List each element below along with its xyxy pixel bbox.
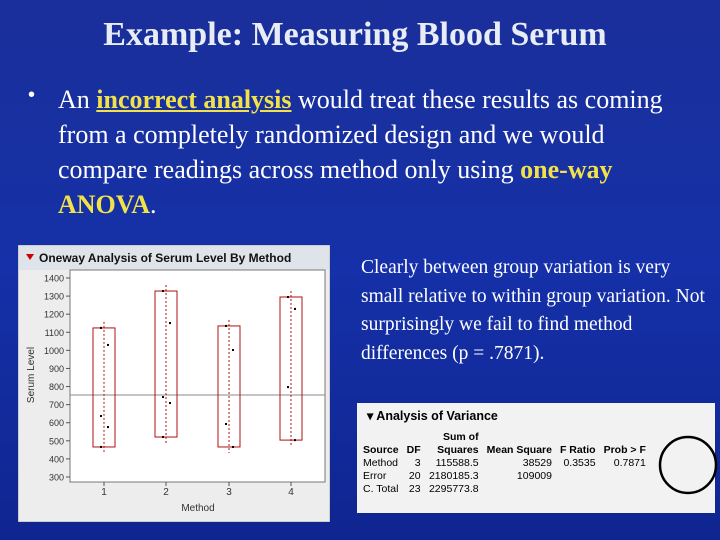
x-tick-label: 2 [163,487,169,498]
empty-cell [556,483,600,496]
column-header: F Ratio [559,444,596,456]
point [100,415,102,418]
point [162,396,164,399]
y-tick-label: 1000 [44,346,64,356]
bullet-marker: • [28,84,36,106]
point [107,343,109,346]
anova-title: ▾ Analysis of Variance [367,409,498,423]
y-tick-label: 700 [49,400,64,410]
note: Clearly between group variation is very … [361,257,705,364]
point [100,326,102,329]
x-tick-label: 1 [101,487,107,498]
disclosure-icon[interactable] [26,254,34,260]
y-tick-label: 600 [49,418,64,428]
point [100,445,102,448]
highlight: incorrect analysis [96,85,292,114]
anova-panel: ▾ Analysis of Variance Source DF Sum of Sq… [357,403,715,513]
y-tick-label: 400 [49,454,64,464]
point [294,439,296,442]
table-cell: C. Total [363,483,399,495]
empty-cell [556,470,600,483]
text: would treat these results as coming from… [58,85,663,184]
y-tick-label: 300 [49,473,64,483]
point [232,349,234,352]
circle [658,435,718,495]
highlight-ring [658,435,718,495]
table-cell: Error [363,470,387,482]
y-tick-label: 1200 [44,310,64,320]
point [162,290,164,293]
table-cell: 23 [408,483,421,495]
anova-table: Source DF Sum of Squares Mean Square F Ratio… [359,431,650,496]
table-cell: 2180185.3 [428,470,479,482]
table-cell: 38529 [522,457,552,469]
y-tick-label: 1400 [44,274,64,284]
point [225,324,227,327]
column-header: Sum of Squares [437,431,479,456]
x-axis-label: Method [181,503,214,514]
y-axis-label: Serum Level [26,347,37,403]
point [169,322,171,325]
table-row: C. Total 23 2295773.8 [359,483,650,496]
table-cell: 0.7871 [613,457,646,469]
table-cell: 2295773.8 [428,483,479,495]
table-row: Method 3 115588.5 38529 0.3535 0.7871 [359,457,650,470]
highlight: one-way ANOVA [58,155,613,219]
panel-header [19,246,329,270]
text: . [149,190,157,219]
x-tick-label: 4 [288,487,294,498]
empty-cell [600,470,650,483]
oneway-plot: Oneway Analysis of Serum Level By Method… [18,245,330,522]
table-row: Error 20 2180185.3 109009 [359,470,650,483]
y-tick-label: 1100 [45,328,64,338]
column-header: Mean Square [486,444,552,456]
text: An [58,85,97,114]
empty-cell [600,483,650,496]
table-cell: 115588.5 [435,457,479,469]
table-cell: 3 [414,457,421,469]
point [162,436,164,439]
table-cell: Method [363,457,399,469]
point [294,307,296,310]
group-box [217,325,241,448]
point [107,426,109,429]
point [169,402,171,405]
column-header: Prob > F [603,444,646,456]
plot-title: Oneway Analysis of Serum Level By Method [39,251,291,265]
empty-cell [483,483,556,496]
point [287,295,289,298]
y-tick-label: 800 [49,382,64,392]
y-tick-label: 500 [49,436,64,446]
table-cell: 20 [408,470,421,482]
point [225,422,227,425]
plot-area [69,269,326,483]
point [287,386,289,389]
y-tick-label: 900 [49,364,64,374]
bullet-text: An incorrect analysis would treat these … [58,82,698,222]
column-header: DF [406,444,421,456]
y-tick-label: 1300 [44,292,64,302]
point [232,445,234,448]
table-cell: 109009 [516,470,552,482]
slide-title: Example: Measuring Blood Serum [103,16,607,53]
column-header: Source [363,444,399,456]
table-cell: 0.3535 [563,457,596,469]
x-tick-label: 3 [226,487,232,498]
title-text: Analysis of Variance [376,409,498,423]
